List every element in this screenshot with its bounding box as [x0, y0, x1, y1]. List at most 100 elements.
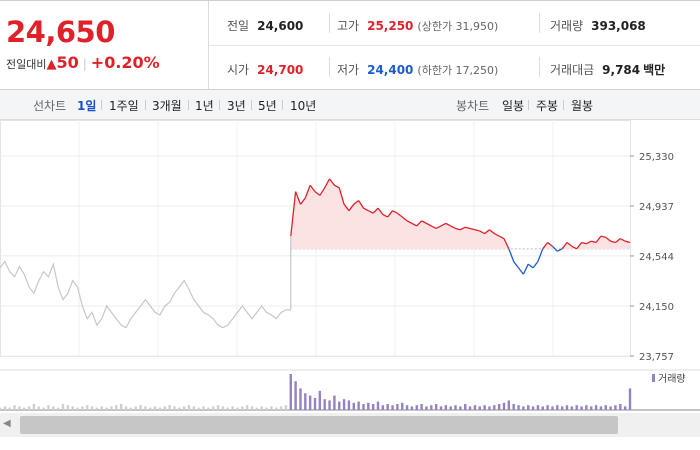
price-segment: [295, 191, 302, 205]
volume-bar: [318, 390, 322, 410]
stat-label: 거래대금: [550, 63, 595, 77]
lower-limit: (하한가 17,250): [417, 64, 499, 77]
volume-bar: [497, 404, 501, 410]
period-1w[interactable]: 1주일: [109, 99, 139, 113]
price-segment: [561, 242, 568, 250]
period-1y[interactable]: 1년: [195, 99, 214, 113]
change-label: 전일대비: [6, 58, 47, 71]
stat-value: 24,400: [367, 63, 414, 77]
volume-bar: [134, 406, 137, 410]
volume-bar: [221, 406, 225, 410]
scroll-left-arrow-icon[interactable]: ◀: [3, 418, 11, 429]
period-5y[interactable]: 5년: [258, 99, 277, 113]
volume-bar: [415, 405, 418, 410]
price-segment: [624, 240, 631, 244]
divider: [528, 100, 529, 110]
volume-bar: [279, 406, 283, 410]
volume-bar: [570, 406, 574, 410]
volume-bar: [376, 401, 380, 410]
change-value: 50: [56, 53, 79, 72]
volume-bar: [284, 405, 288, 410]
volume-bar: [367, 402, 370, 410]
volume-bar: [163, 406, 166, 410]
price-segment: [620, 238, 626, 242]
price-segment: [348, 203, 355, 212]
price-segment: [532, 261, 539, 269]
volume-bar: [294, 381, 297, 410]
volume-bar: [338, 401, 341, 410]
period-3m[interactable]: 3개월: [152, 99, 182, 113]
stat-prev-close: 전일 24,600: [227, 17, 303, 34]
price-segment: [542, 242, 549, 250]
candle-daily[interactable]: 일봉: [502, 99, 525, 113]
volume-bar: [522, 406, 525, 410]
price-segment: [522, 263, 529, 275]
price-segment: [338, 187, 345, 205]
price-segment: [610, 240, 616, 244]
volume-bar: [434, 404, 438, 410]
current-price: 24,650: [6, 15, 115, 49]
volume-bar: [590, 406, 593, 410]
price-segment: [421, 220, 427, 224]
volume-bar: [56, 407, 60, 410]
divider: |: [82, 57, 87, 71]
price-segment: [363, 207, 369, 212]
price-segment: [372, 207, 379, 214]
price-segment: [290, 191, 297, 237]
scroll-thumb[interactable]: [20, 416, 618, 434]
stats-grid: 전일 24,600 고가 25,250 (상한가 31,950) 거래량 393,068…: [209, 1, 700, 89]
stat-value: 24,600: [257, 19, 304, 33]
divider: [251, 100, 252, 110]
y-tick-label: 25,330: [639, 152, 674, 163]
volume-bar: [178, 407, 181, 410]
volume-bar: [401, 402, 404, 410]
period-10y[interactable]: 10년: [290, 99, 317, 113]
price-segment: [319, 187, 326, 196]
volume-bar: [493, 405, 496, 410]
volume-bar: [95, 407, 99, 410]
change-row: 전일대비▲50 | +0.20%: [6, 53, 160, 72]
volume-bar: [241, 406, 244, 410]
period-3y[interactable]: 3년: [227, 99, 246, 113]
price-segment: [571, 245, 577, 250]
volume-bar: [342, 399, 346, 410]
price-segment: [455, 227, 461, 231]
price-segment: [324, 178, 331, 189]
volume-bar: [556, 405, 559, 410]
price-series: [0, 178, 631, 329]
volume-bar: [449, 406, 452, 410]
y-axis-ticks: 25,330 24,937 24,544 24,150 23,757: [639, 152, 674, 363]
volume-bar: [129, 407, 133, 410]
price-segment: [377, 207, 384, 215]
candle-weekly[interactable]: 주봉: [536, 99, 559, 113]
volume-bar: [347, 400, 351, 410]
volume-bar: [546, 405, 549, 410]
price-segment: [469, 227, 476, 231]
stat-high: 고가 25,250 (상한가 31,950): [337, 17, 498, 34]
volume-bar: [32, 404, 36, 410]
volume-bar: [405, 405, 409, 410]
volume-bar: [308, 395, 312, 410]
volume-bar: [575, 405, 578, 410]
volume-bar: [599, 406, 603, 410]
stat-value: 24,700: [257, 63, 304, 77]
period-1d[interactable]: 1일: [77, 99, 97, 113]
volume-bar: [454, 405, 457, 410]
previous-session-line: [0, 260, 291, 329]
price-segment: [527, 263, 534, 269]
stat-unit: 백만: [643, 63, 666, 77]
divider: [209, 45, 700, 46]
volume-bar: [202, 406, 205, 410]
price-segment: [484, 229, 490, 235]
price-segment: [494, 232, 500, 237]
volume-bar: [391, 405, 394, 410]
volume-bar: [468, 406, 472, 410]
price-segment: [547, 241, 553, 247]
volume-bar: [352, 402, 355, 410]
volume-bar: [580, 406, 583, 410]
stat-amount: 거래대금 9,784 백만: [550, 61, 665, 78]
price-chart[interactable]: 25,330 24,937 24,544 24,150 23,757 거래량: [0, 120, 700, 412]
stat-label: 저가: [337, 63, 360, 77]
volume-bar: [66, 405, 70, 410]
candle-monthly[interactable]: 월봉: [571, 99, 594, 113]
